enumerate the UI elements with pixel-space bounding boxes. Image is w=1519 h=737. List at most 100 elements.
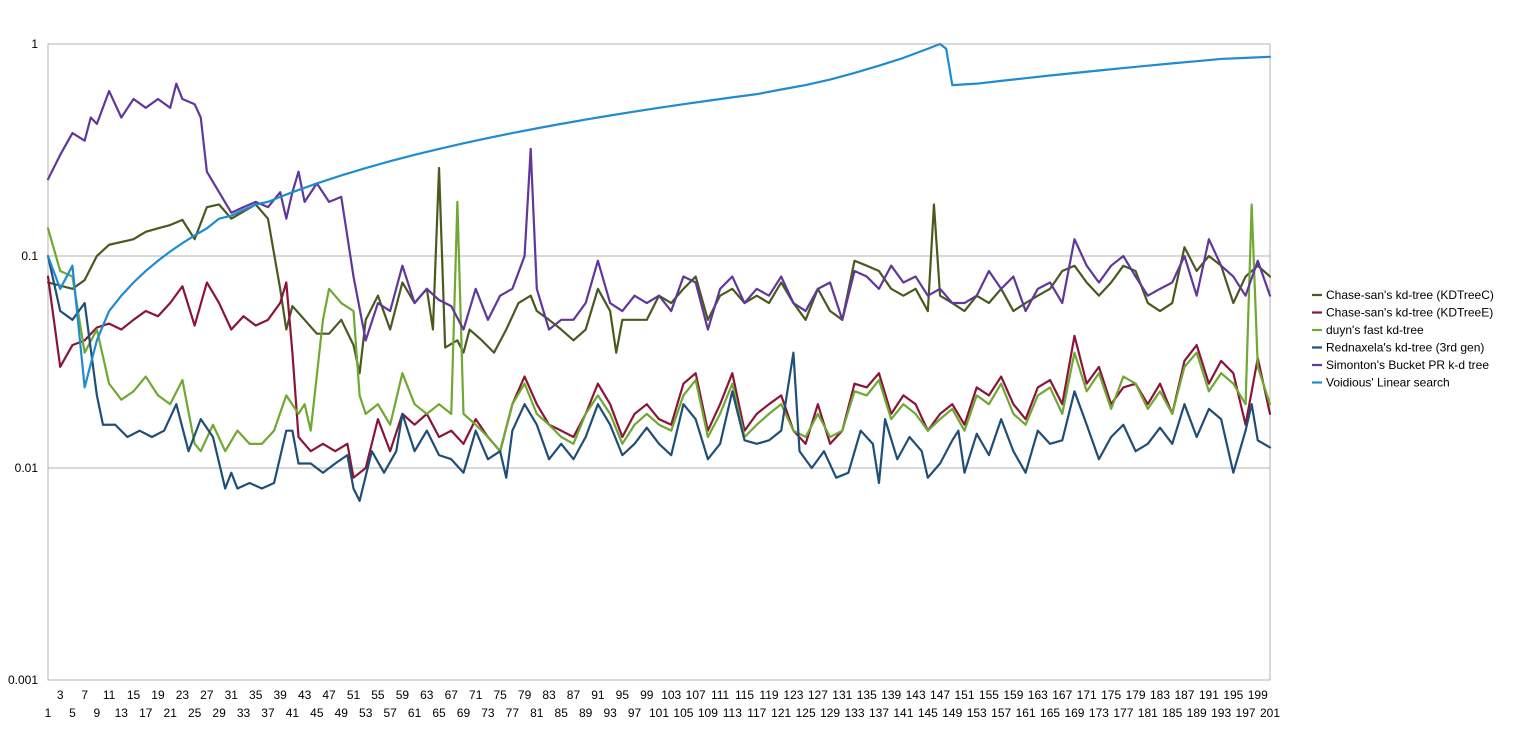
x-tick-label: 69: [457, 706, 471, 720]
x-tick-label: 11: [103, 688, 116, 702]
x-tick-label: 151: [954, 688, 974, 702]
x-tick-label: 149: [942, 706, 962, 720]
x-tick-label: 67: [445, 688, 459, 702]
legend-label: Chase-san's kd-tree (KDTreeE): [1326, 306, 1493, 320]
x-tick-label: 61: [408, 706, 422, 720]
x-tick-label: 193: [1211, 706, 1231, 720]
x-tick-label: 159: [1003, 688, 1023, 702]
x-tick-label: 85: [555, 706, 569, 720]
x-tick-label: 173: [1089, 706, 1109, 720]
x-tick-label: 73: [481, 706, 495, 720]
series-line-2: [46, 275, 1272, 479]
x-tick-label: 65: [432, 706, 446, 720]
x-tick-label: 179: [1126, 688, 1146, 702]
x-tick-label: 13: [115, 706, 129, 720]
x-tick-label: 25: [188, 706, 202, 720]
x-tick-label: 93: [603, 706, 617, 720]
x-tick-label: 101: [649, 706, 669, 720]
x-tick-label: 183: [1150, 688, 1170, 702]
x-tick-label: 115: [735, 688, 754, 702]
x-tick-label: 57: [383, 706, 397, 720]
x-tick-label: 91: [591, 688, 605, 702]
x-tick-label: 43: [298, 688, 312, 702]
x-tick-label: 105: [673, 706, 693, 720]
x-tick-label: 47: [322, 688, 336, 702]
x-tick-label: 185: [1162, 706, 1182, 720]
x-tick-label: 137: [869, 706, 889, 720]
x-tick-label: 1: [45, 706, 52, 720]
x-tick-label: 89: [579, 706, 593, 720]
x-tick-label: 153: [967, 706, 987, 720]
legend-item: Voidious' Linear search: [1312, 376, 1450, 390]
x-tick-label: 177: [1113, 706, 1133, 720]
x-tick-label: 117: [747, 706, 766, 720]
x-tick-label: 45: [310, 706, 324, 720]
series-lines: [46, 42, 1272, 502]
x-tick-label: 79: [518, 688, 532, 702]
x-tick-label: 29: [212, 706, 226, 720]
x-tick-label: 195: [1223, 688, 1243, 702]
x-tick-label: 75: [493, 688, 507, 702]
x-tick-label: 169: [1064, 706, 1084, 720]
x-tick-label: 167: [1052, 688, 1072, 702]
x-tick-label: 131: [832, 688, 852, 702]
x-tick-label: 49: [335, 706, 349, 720]
x-tick-label: 113: [723, 706, 742, 720]
x-tick-label: 191: [1199, 688, 1219, 702]
legend-item: Simonton's Bucket PR k-d tree: [1312, 358, 1489, 372]
x-tick-label: 189: [1187, 706, 1207, 720]
x-tick-label: 123: [783, 688, 803, 702]
x-tick-label: 63: [420, 688, 434, 702]
x-tick-label: 17: [139, 706, 153, 720]
series-line-6: [46, 42, 1272, 389]
legend-label: Simonton's Bucket PR k-d tree: [1326, 358, 1489, 372]
legend-item: Chase-san's kd-tree (KDTreeE): [1312, 306, 1493, 320]
x-tick-label: 5: [69, 706, 76, 720]
x-tick-label: 129: [820, 706, 840, 720]
x-tick-label: 147: [930, 688, 950, 702]
series-line-1: [46, 166, 1272, 375]
x-tick-label: 87: [567, 688, 581, 702]
x-tick-label: 97: [628, 706, 642, 720]
x-tick-label: 127: [808, 688, 828, 702]
x-tick-label: 171: [1077, 688, 1097, 702]
y-tick-label: 0.001: [8, 673, 38, 687]
x-tick-label: 119: [759, 688, 778, 702]
x-tick-label: 133: [845, 706, 865, 720]
series-line-5: [46, 82, 1272, 342]
x-tick-label: 7: [81, 688, 88, 702]
x-tick-label: 71: [469, 688, 483, 702]
x-tick-label: 77: [506, 706, 520, 720]
x-tick-label: 199: [1248, 688, 1268, 702]
x-tick-label: 145: [918, 706, 938, 720]
x-tick-label: 27: [200, 688, 214, 702]
x-tick-label: 21: [164, 706, 178, 720]
legend-item: Chase-san's kd-tree (KDTreeC): [1312, 288, 1494, 302]
y-tick-label: 1: [31, 37, 38, 51]
x-tick-label: 135: [857, 688, 877, 702]
y-tick-label: 0.01: [15, 461, 39, 475]
x-tick-label: 41: [286, 706, 300, 720]
legend-label: duyn's fast kd-tree: [1326, 323, 1424, 337]
legend: Chase-san's kd-tree (KDTreeC) Chase-san's…: [1312, 288, 1494, 390]
x-tick-label: 187: [1174, 688, 1194, 702]
x-tick-label: 59: [396, 688, 410, 702]
x-axis-ticks: 3 7 11 15 19 23 27 31 35 39 43 47 51 55 59 63 67 71 75 79 83…: [45, 688, 1281, 720]
legend-label: Rednaxela's kd-tree (3rd gen): [1326, 341, 1484, 355]
legend-label: Chase-san's kd-tree (KDTreeC): [1326, 288, 1494, 302]
x-tick-label: 197: [1236, 706, 1256, 720]
x-tick-label: 39: [274, 688, 288, 702]
x-tick-label: 125: [796, 706, 816, 720]
x-tick-label: 139: [881, 688, 901, 702]
x-tick-label: 35: [249, 688, 263, 702]
legend-item: Rednaxela's kd-tree (3rd gen): [1312, 341, 1484, 355]
plot-area: [47, 43, 1271, 681]
x-tick-label: 141: [893, 706, 913, 720]
x-tick-label: 15: [127, 688, 141, 702]
y-tick-label: 0.1: [21, 249, 38, 263]
x-tick-label: 161: [1016, 706, 1036, 720]
x-tick-label: 157: [991, 706, 1011, 720]
x-tick-label: 155: [979, 688, 999, 702]
